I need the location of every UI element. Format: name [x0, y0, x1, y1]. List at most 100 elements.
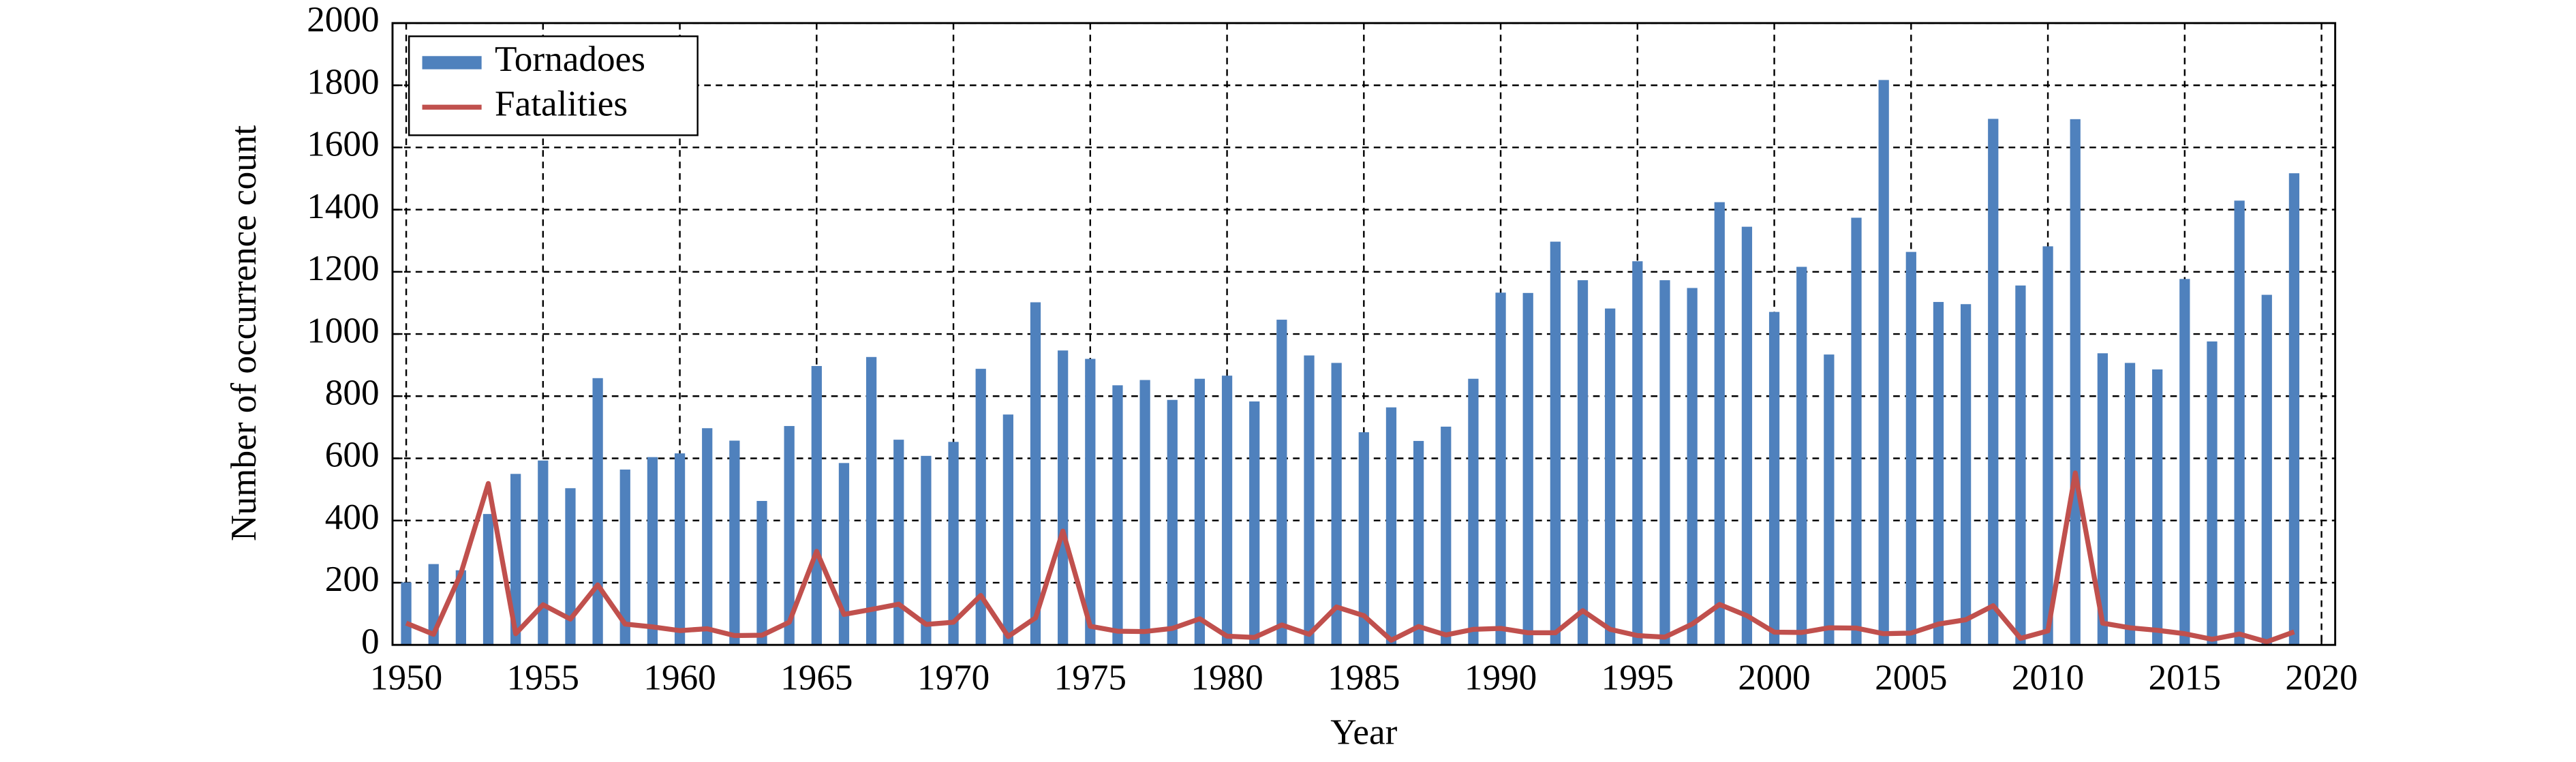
bar	[1304, 355, 1315, 645]
x-tick-label: 1960	[643, 658, 716, 698]
bar	[1441, 426, 1452, 645]
bar	[811, 366, 822, 645]
bar	[1687, 288, 1698, 645]
bar	[482, 514, 494, 645]
bar	[1413, 440, 1424, 645]
bar	[1522, 292, 1533, 645]
x-tick-label: 1990	[1465, 658, 1537, 698]
bar	[1139, 380, 1150, 645]
bar	[1002, 414, 1013, 645]
bar	[1741, 226, 1753, 645]
bar	[1714, 202, 1725, 645]
bar	[1796, 266, 1807, 645]
x-tick-label: 1965	[780, 658, 853, 698]
bar	[893, 440, 904, 645]
bar	[784, 426, 795, 645]
y-tick-label: 600	[325, 435, 380, 475]
bar	[1331, 363, 1342, 645]
bar	[1824, 354, 1835, 645]
y-tick-label: 1800	[307, 61, 379, 102]
bar	[1495, 292, 1506, 645]
bar	[1851, 217, 1862, 645]
y-tick-label: 1000	[307, 310, 379, 350]
bar	[619, 469, 630, 645]
bar	[975, 369, 986, 645]
x-tick-label: 1975	[1054, 658, 1126, 698]
bar	[2124, 363, 2136, 645]
bar	[1058, 350, 1069, 645]
x-tick-label: 1955	[507, 658, 579, 698]
x-tick-label: 2015	[2149, 658, 2221, 698]
bar	[1468, 378, 1479, 645]
bar	[1960, 304, 1972, 645]
bar	[1988, 119, 1999, 645]
bar	[1030, 302, 1041, 645]
x-tick-label: 2020	[2285, 658, 2357, 698]
bar	[1768, 311, 1780, 645]
legend-box	[408, 35, 699, 136]
x-tick-label: 1950	[370, 658, 442, 698]
bar	[1878, 80, 1889, 645]
bar	[1659, 280, 1670, 645]
x-tick-label: 1980	[1191, 658, 1263, 698]
bar	[1605, 308, 1616, 645]
bar	[1221, 376, 1233, 645]
bar	[592, 378, 603, 645]
line	[405, 470, 2295, 645]
bar	[1577, 280, 1589, 645]
bar	[647, 457, 658, 645]
x-tick-label: 1995	[1601, 658, 1674, 698]
bar	[2015, 285, 2026, 645]
bar	[2179, 279, 2190, 645]
bar	[1385, 407, 1397, 645]
bar	[865, 356, 877, 645]
bar	[1550, 241, 1561, 645]
y-tick-label: 400	[325, 497, 380, 537]
bar	[2207, 341, 2218, 645]
x-axis-label: Year	[1330, 712, 1397, 752]
bar	[729, 440, 740, 645]
bar	[1905, 252, 1916, 645]
legend-label: Fatalities	[495, 84, 628, 124]
bar	[2288, 173, 2300, 645]
y-tick-label: 1400	[307, 186, 379, 226]
bar	[1249, 401, 1260, 645]
bar	[538, 460, 549, 645]
bar	[1632, 261, 1643, 645]
y-axis-label: Number of occurrence count	[224, 125, 264, 540]
legend-label: Tornadoes	[495, 39, 645, 79]
bar	[2152, 369, 2163, 645]
legend: Tornadoes Fatalities	[408, 35, 699, 136]
x-tick-label: 2000	[1738, 658, 1810, 698]
bar	[1194, 378, 1206, 645]
y-tick-label: 1200	[307, 248, 379, 288]
bar	[565, 488, 576, 645]
bar	[1933, 302, 1944, 645]
bar	[1358, 432, 1369, 645]
x-tick-label: 2010	[2012, 658, 2084, 698]
bar	[510, 474, 521, 645]
legend-swatch	[422, 56, 482, 70]
bar	[674, 453, 686, 645]
bar	[401, 582, 412, 645]
x-tick-label: 1970	[917, 658, 990, 698]
x-tick-label: 1985	[1328, 658, 1400, 698]
y-tick-label: 0	[361, 621, 380, 661]
bar	[1276, 320, 1287, 645]
y-tick-label: 1600	[307, 124, 379, 164]
y-tick-label: 200	[325, 559, 380, 599]
bar	[1085, 359, 1096, 645]
bar	[2261, 294, 2272, 645]
bar	[455, 570, 466, 645]
y-tick-label: 800	[325, 372, 380, 412]
plot-frame	[391, 22, 2337, 646]
bar	[2234, 200, 2245, 645]
bar	[702, 428, 713, 645]
bar	[838, 463, 850, 645]
bar	[1167, 399, 1178, 645]
bar	[2097, 353, 2108, 645]
bar	[921, 455, 932, 645]
bar	[2070, 119, 2081, 645]
y-tick-label: 2000	[307, 0, 379, 40]
